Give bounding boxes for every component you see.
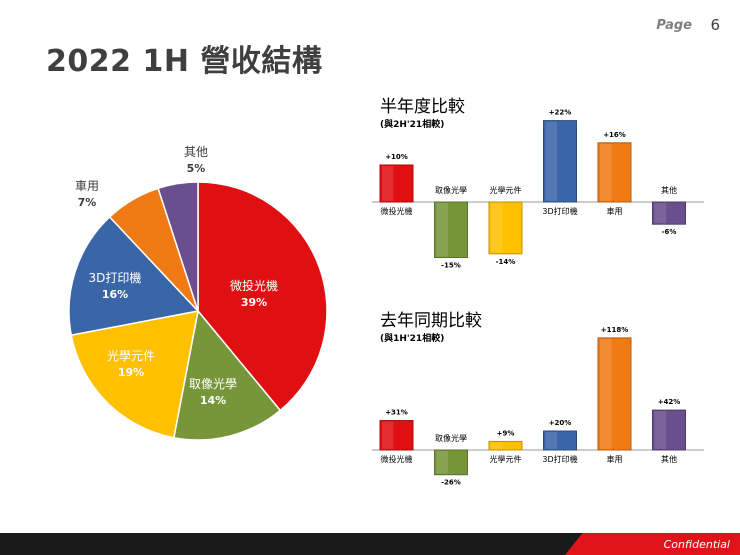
bar-category-label: 取像光學 — [435, 433, 467, 443]
bar — [543, 430, 577, 451]
bar-highlight — [491, 203, 503, 253]
bar-value-label: -26% — [441, 479, 461, 487]
bar — [488, 201, 523, 255]
page-label: Page — [656, 18, 692, 33]
pie-slice-percent-label: 5% — [187, 162, 206, 175]
bar-category-label: 微投光機 — [381, 206, 413, 216]
pie-slice-category-label: 取像光學 — [189, 377, 237, 391]
year-over-year-comparison-chart: 去年同期比較(與1H'21相較) +31% 微投光機 -26% 取像光學 +9% 光學元件 +… — [372, 311, 704, 487]
pie-slice — [172, 309, 282, 441]
page-number: 6 — [710, 16, 720, 34]
bar-highlight — [600, 338, 612, 449]
bar-highlight — [545, 432, 558, 449]
bar-highlight — [382, 166, 394, 201]
chart-subtitle: (與1H'21相較) — [380, 332, 444, 344]
bar — [652, 409, 686, 451]
pie-slice-category-label: 光學元件 — [107, 349, 155, 363]
bar-category-label: 3D打印機 — [542, 454, 577, 464]
pie-slice-percent-label: 19% — [118, 366, 144, 379]
bar — [597, 337, 632, 451]
bar-highlight — [491, 442, 503, 449]
pie-slice-percent-label: 14% — [200, 394, 226, 407]
pie-slice — [197, 181, 328, 412]
slide-title: 2022 1H 營收結構 — [46, 44, 323, 79]
bar — [434, 449, 468, 476]
bar — [652, 201, 686, 225]
bar-value-label: +42% — [658, 398, 681, 406]
bar — [597, 142, 632, 203]
bar — [434, 201, 468, 258]
pie-slice-percent-label: 16% — [102, 288, 128, 301]
bar-value-label: -14% — [496, 258, 516, 266]
bar-value-label: -15% — [441, 262, 461, 270]
bar-value-label: +20% — [549, 419, 572, 427]
bar-category-label: 光學元件 — [490, 185, 522, 195]
bar — [379, 164, 414, 203]
bar-value-label: +16% — [603, 131, 626, 139]
bar-value-label: +9% — [497, 429, 515, 437]
bar-category-label: 3D打印機 — [542, 206, 577, 216]
bar-highlight — [600, 143, 612, 201]
bar-highlight — [382, 421, 394, 449]
bar-category-label: 取像光學 — [435, 185, 467, 195]
bar — [543, 120, 577, 203]
chart-title: 半年度比較 — [380, 97, 465, 117]
bar-value-label: +31% — [385, 409, 408, 417]
pie-slice-percent-label: 7% — [78, 196, 97, 209]
pie-slice-category-label: 車用 — [75, 179, 99, 193]
bar-category-label: 光學元件 — [490, 454, 522, 464]
pie-slice-percent-label: 39% — [241, 296, 267, 309]
pie-slice — [68, 215, 200, 337]
bar-category-label: 車用 — [607, 454, 623, 464]
footer-accent — [565, 533, 740, 555]
pie-slice — [157, 181, 199, 312]
bar-highlight — [436, 203, 449, 257]
bar-highlight — [654, 203, 667, 224]
footer-bar — [0, 533, 740, 555]
pie-slice-category-label: 微投光機 — [230, 278, 278, 293]
pie-slice-category-label: 其他 — [184, 145, 208, 159]
bar-value-label: +22% — [549, 109, 572, 117]
footer-confidential-label: Confidential — [663, 538, 730, 551]
pie-slice — [70, 310, 199, 439]
bar-value-label: -6% — [662, 228, 677, 236]
bar-value-label: +10% — [385, 153, 408, 161]
bar-highlight — [654, 411, 667, 449]
bar-category-label: 其他 — [661, 185, 677, 195]
half-year-comparison-chart: 半年度比較(與2H'21相較) +10% 微投光機 -15% 取像光學 -14% 光學元件 +… — [372, 97, 704, 270]
bar — [488, 440, 523, 451]
bar — [379, 420, 414, 451]
bar-category-label: 車用 — [607, 206, 623, 216]
bar-highlight — [436, 451, 449, 474]
bar-highlight — [545, 121, 558, 201]
bar-category-label: 其他 — [661, 454, 677, 464]
chart-subtitle: (與2H'21相較) — [380, 118, 444, 130]
bar-value-label: +118% — [601, 326, 629, 334]
bar-category-label: 微投光機 — [381, 454, 413, 464]
pie-slice-category-label: 3D打印機 — [89, 270, 142, 285]
chart-title: 去年同期比較 — [380, 311, 482, 331]
